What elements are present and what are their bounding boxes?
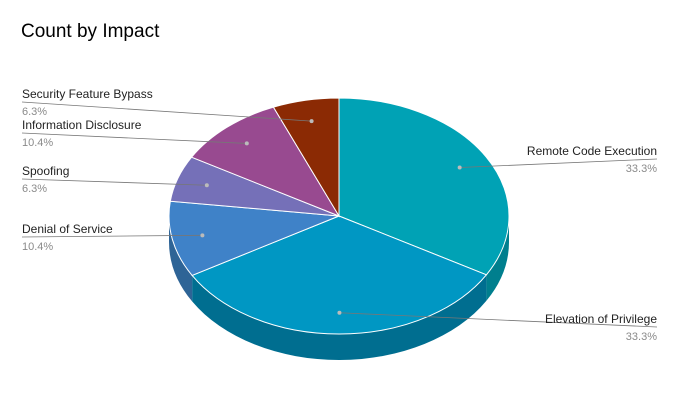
callout-line-5	[21, 101, 312, 122]
slice-label-1: Elevation of Privilege	[545, 312, 657, 326]
callout-dot-3	[204, 183, 209, 188]
slice-percent-2: 10.4%	[22, 241, 53, 253]
slice-percent-3: 6.3%	[22, 183, 47, 195]
chart-title: Count by Impact	[21, 21, 160, 42]
slice-percent-5: 6.3%	[22, 106, 47, 118]
pie-slice-0[interactable]	[338, 97, 510, 276]
slice-label-0: Remote Code Execution	[527, 144, 657, 158]
pie-slice-2[interactable]	[168, 200, 340, 277]
pie-slices	[168, 97, 510, 335]
slice-label-3: Spoofing	[22, 164, 69, 178]
pie-slice-1[interactable]	[191, 215, 488, 335]
callout-line-2	[21, 234, 203, 238]
pie-side-2	[169, 216, 193, 302]
pie-side-1	[192, 274, 487, 361]
slice-percent-4: 10.4%	[22, 137, 53, 149]
pie-slice-4[interactable]	[190, 106, 341, 218]
slice-label-2: Denial of Service	[22, 222, 113, 236]
callout-dot-2	[200, 233, 205, 238]
callout-line-4	[21, 132, 247, 144]
callout-dot-1	[337, 310, 342, 315]
slice-label-5: Security Feature Bypass	[22, 87, 153, 101]
callout-line-0	[459, 158, 658, 168]
callout-line-1	[339, 312, 658, 328]
callout-dot-5	[309, 119, 314, 124]
pie-slice-5[interactable]	[272, 97, 340, 218]
callout-line-3	[21, 178, 207, 186]
pie-callouts: Remote Code Execution 33.3% Elevation of P…	[21, 87, 658, 343]
slice-label-4: Information Disclosure	[22, 118, 142, 132]
callout-dot-4	[244, 141, 249, 146]
slice-percent-1: 33.3%	[626, 331, 657, 343]
slice-percent-0: 33.3%	[626, 163, 657, 175]
callout-dot-0	[457, 165, 462, 170]
